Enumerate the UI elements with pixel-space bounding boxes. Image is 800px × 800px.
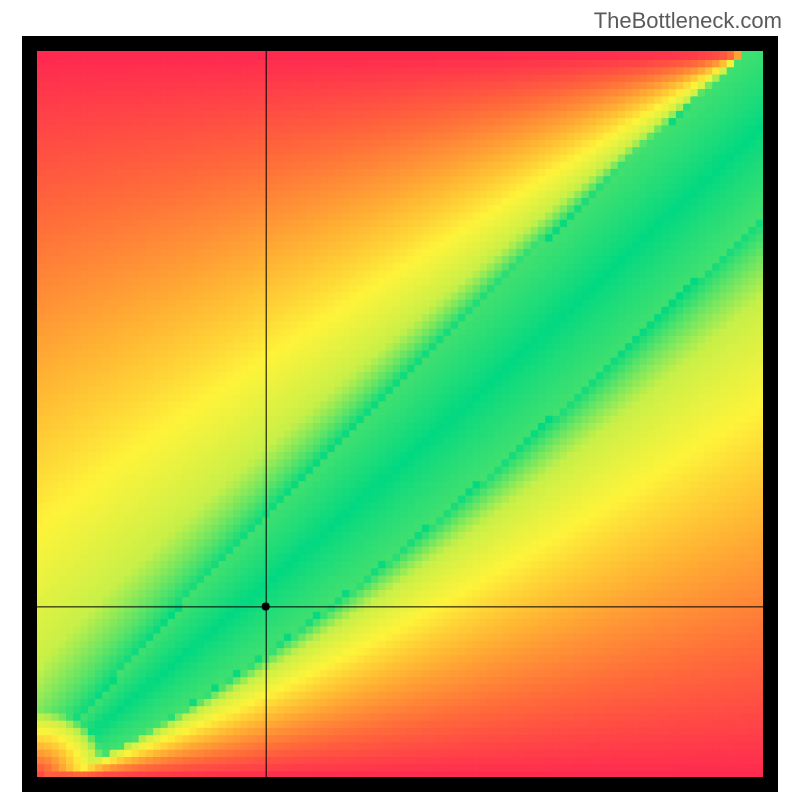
chart-container: TheBottleneck.com bbox=[0, 0, 800, 800]
heatmap-canvas bbox=[37, 51, 763, 777]
watermark-text: TheBottleneck.com bbox=[594, 8, 782, 34]
chart-frame bbox=[22, 36, 778, 792]
plot-area bbox=[37, 51, 763, 777]
